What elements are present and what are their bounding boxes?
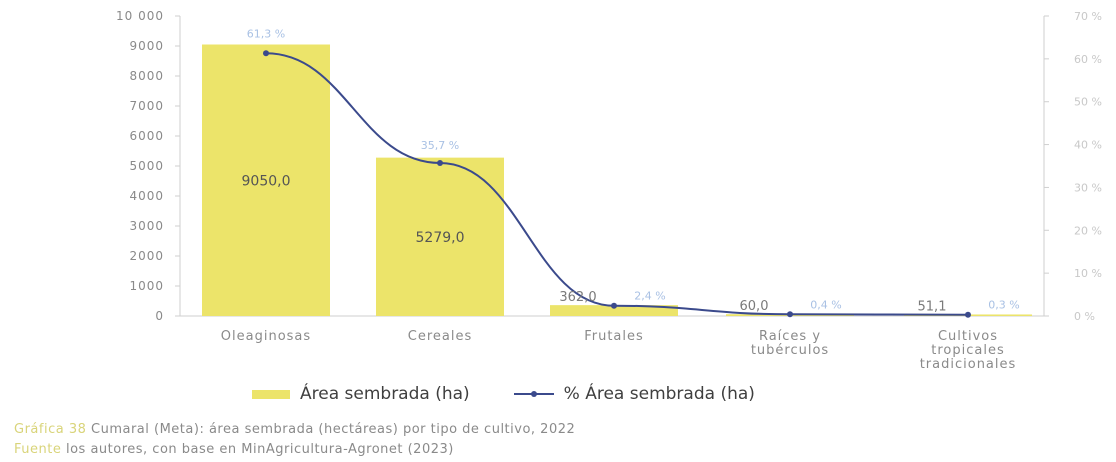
category-label: tropicales [931,343,1004,358]
left-tick-label: 10 000 [116,9,164,23]
legend-label-area: Área sembrada (ha) [300,384,470,404]
caption-prefix: Gráfica 38 [14,422,87,437]
percent-point [611,302,617,309]
source-text: los autores, con base en MinAgricultura-… [65,442,454,457]
left-tick-label: 8000 [129,69,164,83]
left-tick-label: 9000 [129,39,164,53]
caption-text: Cumaral (Meta): área sembrada (hectáreas… [91,422,576,437]
percent-point [263,50,269,57]
data-labels: 9050,0 5279,0 362,0 60,0 51,1 61,3 % 35,7 % 2,4… [242,27,1020,314]
category-label: Raíces y [759,329,821,344]
legend-item-area: Área sembrada (ha) [252,384,470,404]
right-axis: 0 % 10 % 20 % 30 % 40 % 50 % 60 % 70 % [1043,10,1102,323]
legend-item-percent: % Área sembrada (ha) [513,384,755,404]
right-tick-label: 50 % [1074,96,1102,109]
category-label: tradicionales [920,357,1017,372]
percent-value-label: 61,3 % [247,27,285,40]
left-tick-label: 7000 [129,99,164,113]
left-tick-label: 4000 [129,189,164,203]
category-label: Cultivos [938,329,998,344]
left-tick-label: 0 [155,309,164,323]
figure-source: Fuente los autores, con base en MinAgric… [14,442,454,457]
right-tick-label: 30 % [1074,181,1102,194]
percent-point [437,160,443,166]
legend-label-percent: % Área sembrada (ha) [563,384,755,404]
percent-value-label: 0,4 % [810,298,841,311]
category-labels: Oleaginosas Cereales Frutales Raíces ytubér… [221,329,1017,372]
right-tick-label: 60 % [1074,53,1102,66]
right-tick-label: 0 % [1074,310,1095,323]
percent-line [265,52,969,316]
percent-value-label: 0,3 % [988,299,1019,312]
bar [550,305,678,316]
category-label: Frutales [584,329,644,344]
line-series [263,50,971,318]
right-tick-label: 10 % [1074,267,1102,280]
left-tick-label: 3000 [129,219,164,233]
bar-value-label: 60,0 [740,299,769,314]
category-label: Oleaginosas [221,329,311,344]
bar [376,157,504,316]
right-tick-label: 70 % [1074,10,1102,23]
legend-swatch-line [513,388,554,400]
percent-value-label: 35,7 % [421,139,459,152]
right-tick-label: 20 % [1074,224,1102,237]
source-prefix: Fuente [14,442,62,457]
legend-swatch-bar [252,389,290,399]
legend: Área sembrada (ha) % Área sembrada (ha) [252,384,799,404]
left-tick-label: 2000 [129,249,164,263]
percent-value-label: 2,4 % [634,290,665,303]
percent-point [965,311,971,318]
category-label: tubérculos [751,343,829,358]
bar [202,44,330,316]
bar-value-label: 5279,0 [416,230,465,246]
figure-caption: Gráfica 38 Cumaral (Meta): área sembrada… [14,422,575,437]
right-tick-label: 40 % [1074,139,1102,152]
bar-value-label: 9050,0 [242,173,291,189]
chart: 0 1000 2000 3000 4000 5000 6000 7000 8000 9000 10 … [116,9,1102,372]
bar-value-label: 51,1 [918,299,947,314]
bar-value-label: 362,0 [559,290,596,305]
left-tick-label: 1000 [129,279,164,293]
bars [202,44,1032,316]
category-label: Cereales [408,329,472,344]
left-tick-label: 6000 [129,129,164,143]
percent-point [787,311,793,318]
left-tick-label: 5000 [129,159,164,173]
